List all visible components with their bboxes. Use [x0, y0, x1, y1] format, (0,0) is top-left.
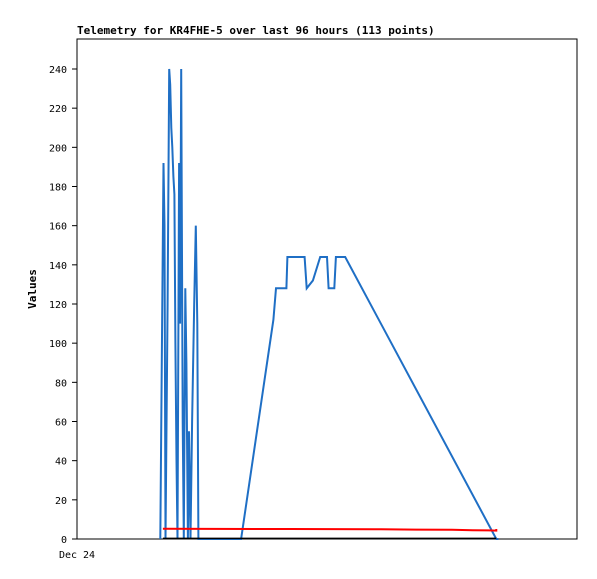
y-tick-label: 200 [49, 143, 67, 154]
series-line-2 [162, 527, 498, 532]
y-tick-label: 220 [49, 104, 67, 115]
y-axis-title: Values [26, 269, 39, 309]
y-tick-label: 0 [61, 535, 67, 546]
y-tick-label: 80 [55, 378, 67, 389]
y-tick-label: 40 [55, 457, 67, 468]
y-tick-label: 240 [49, 65, 67, 76]
y-tick-label: 180 [49, 183, 67, 194]
plot-area [76, 38, 578, 540]
chart-title: Telemetry for KR4FHE-5 over last 96 hour… [77, 24, 435, 37]
series-layer [159, 68, 499, 540]
y-tick-label: 100 [49, 339, 67, 350]
y-tick-label: 60 [55, 418, 67, 429]
y-tick-label: 140 [49, 261, 67, 272]
y-tick-label: 160 [49, 222, 67, 233]
y-tick-label: 20 [55, 496, 67, 507]
x-tick-label: Dec 24 [59, 550, 95, 561]
series-line-1 [159, 68, 499, 540]
y-tick-label: 120 [49, 300, 67, 311]
x-axis-ticks: Dec 24 [59, 550, 95, 561]
y-axis-ticks: 0 20 40 60 80 100 120 140 160 180 200 220 240 [49, 65, 77, 546]
